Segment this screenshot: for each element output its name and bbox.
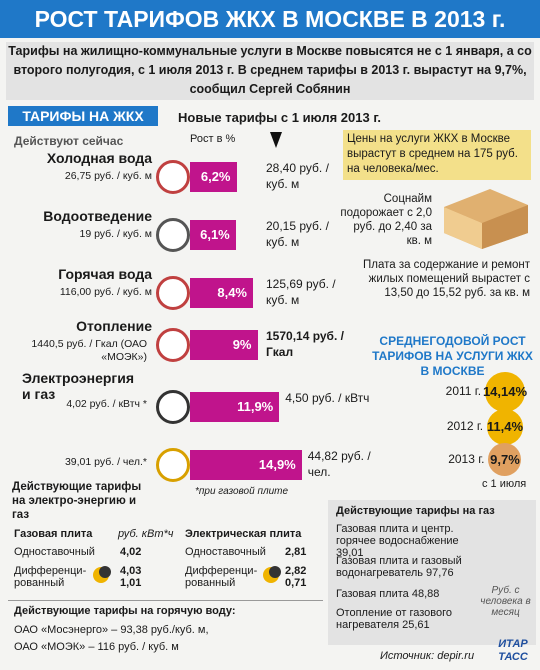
meter-icon [156, 160, 190, 194]
sun-moon-icon [93, 566, 111, 583]
meter-icon [156, 276, 190, 310]
meter-icon [156, 448, 190, 482]
gas-item: Газовая плита и газовый водонагреватель … [336, 555, 462, 579]
row-new: 44,82 руб. / чел. [307, 449, 371, 479]
new-header: Новые тарифы с 1 июля 2013 г. [178, 110, 382, 125]
bar: 6,2% [190, 162, 237, 192]
bar: 6,1% [190, 220, 236, 250]
year-label: 2011 г. [445, 384, 482, 398]
circle-label: 11,4% [486, 419, 524, 435]
arrow [270, 132, 282, 148]
hot-water-line: ОАО «Мосэнерго» – 93,38 руб./куб. м, [14, 624, 209, 636]
gas-item: Отопление от газового нагревателя 25,61 [336, 607, 452, 631]
section-label: ТАРИФЫ НА ЖКХ [8, 106, 158, 126]
gas-title: Действующие тарифы на газ [336, 505, 495, 517]
footnote: *при газовой плите [195, 486, 289, 497]
table-header: руб. кВт*ч [118, 528, 174, 540]
annual-title: СРЕДНЕГОДОВОЙ РОСТ ТАРИФОВ НА УСЛУГИ ЖКХ… [372, 334, 533, 378]
table-cell: Одноставочный [185, 546, 266, 558]
maintenance: Плата за содержание и ремонт жилых помещ… [362, 259, 530, 299]
intro: Тарифы на жилищно-коммунальные услуги в … [6, 42, 534, 100]
row-old: 116,00 руб. / куб. м [59, 286, 152, 298]
gas-box [328, 500, 536, 645]
row-new: 28,40 руб. / куб. м [266, 161, 329, 191]
table-cell: 2,81 [285, 546, 307, 558]
year-label: 2012 г. [446, 419, 484, 433]
social-rent: Соцнайм подорожает с 2,0 руб. до 2,40 за… [340, 193, 432, 247]
row-old: 19 руб. / куб. м [79, 228, 152, 240]
bar: 11,9% [190, 392, 280, 422]
row-old: 1440,5 руб. / Гкал (ОАО «МОЭК») [31, 338, 147, 363]
bar-label: 14,9% [258, 457, 296, 472]
growth-header: Рост в % [190, 133, 236, 145]
bar: 8,4% [190, 278, 253, 308]
bar-label: 9% [232, 337, 252, 352]
table-header: Электрическая плита [185, 528, 302, 540]
meter-icon [156, 218, 190, 252]
table-cell: 4,02 [120, 546, 142, 558]
bar: 9% [190, 330, 258, 360]
bar-label: 6,1% [200, 227, 230, 242]
building-icon [444, 189, 528, 249]
meter-icon [156, 328, 190, 362]
gas-note: Руб. с человека в месяц [480, 585, 531, 618]
growth-circle: 9,7% [488, 443, 522, 477]
row-old: 4,02 руб. / кВтч * [66, 398, 147, 410]
row-name: Холодная вода [46, 150, 152, 166]
table-cell: Одноставочный [14, 546, 95, 558]
table-cell: Дифференци-рованный [14, 565, 87, 589]
year-label: 2013 г. [448, 452, 485, 466]
table-cell: 4,03 1,01 [120, 565, 142, 589]
table-cell: Дифференци-рованный [185, 565, 258, 589]
row-name: Электроэнергия и газ [22, 370, 135, 402]
row-name: Водоотведение [43, 208, 152, 224]
gas-item: Газовая плита 48,88 [336, 588, 440, 600]
logo: ИТАР ТАСС [498, 638, 528, 663]
bar-label: 11,9% [237, 399, 274, 414]
row-new: 125,69 руб. / куб. м [266, 277, 336, 307]
electric-title: Действующие тарифы на электро-энергию и … [12, 481, 142, 521]
price-box: Цены на услуги ЖКХ в Москве вырастут в с… [343, 130, 531, 180]
growth-circle: 11,4% [487, 409, 523, 445]
current-header: Действуют сейчас [14, 134, 124, 148]
hot-water-line: ОАО «МОЭК» – 116 руб. / куб. м [14, 641, 179, 653]
bar-label: 8,4% [217, 285, 247, 300]
meter-icon [156, 390, 190, 424]
bar-label: 6,2% [200, 169, 231, 184]
bar: 14,9% [190, 450, 302, 480]
table-cell: 2,82 0,71 [285, 565, 307, 589]
row-new: 1570,14 руб. / Гкал [266, 329, 344, 359]
annual-note: с 1 июля [482, 478, 527, 490]
source: Источник: depir.ru [380, 650, 475, 662]
row-name: Отопление [76, 318, 152, 334]
hot-water-title: Действующие тарифы на горячую воду: [14, 605, 236, 617]
circle-label: 14,14% [482, 384, 528, 400]
row-old: 39,01 руб. / чел.* [64, 456, 147, 468]
sun-moon-icon [263, 566, 281, 583]
growth-circle: 14,14% [482, 372, 528, 412]
row-new: 4,50 руб. / кВтч [285, 391, 370, 405]
row-new: 20,15 руб. / куб. м [266, 219, 329, 249]
title: РОСТ ТАРИФОВ ЖКХ В МОСКВЕ В 2013 г. [0, 0, 540, 38]
circle-label: 9,7% [490, 452, 520, 468]
row-name: Горячая вода [58, 266, 152, 282]
gas-item: Газовая плита и центр. горячее водоснабж… [336, 523, 459, 559]
row-old: 26,75 руб. / куб. м [64, 170, 152, 182]
table-header: Газовая плита [14, 528, 93, 540]
divider [8, 600, 323, 601]
